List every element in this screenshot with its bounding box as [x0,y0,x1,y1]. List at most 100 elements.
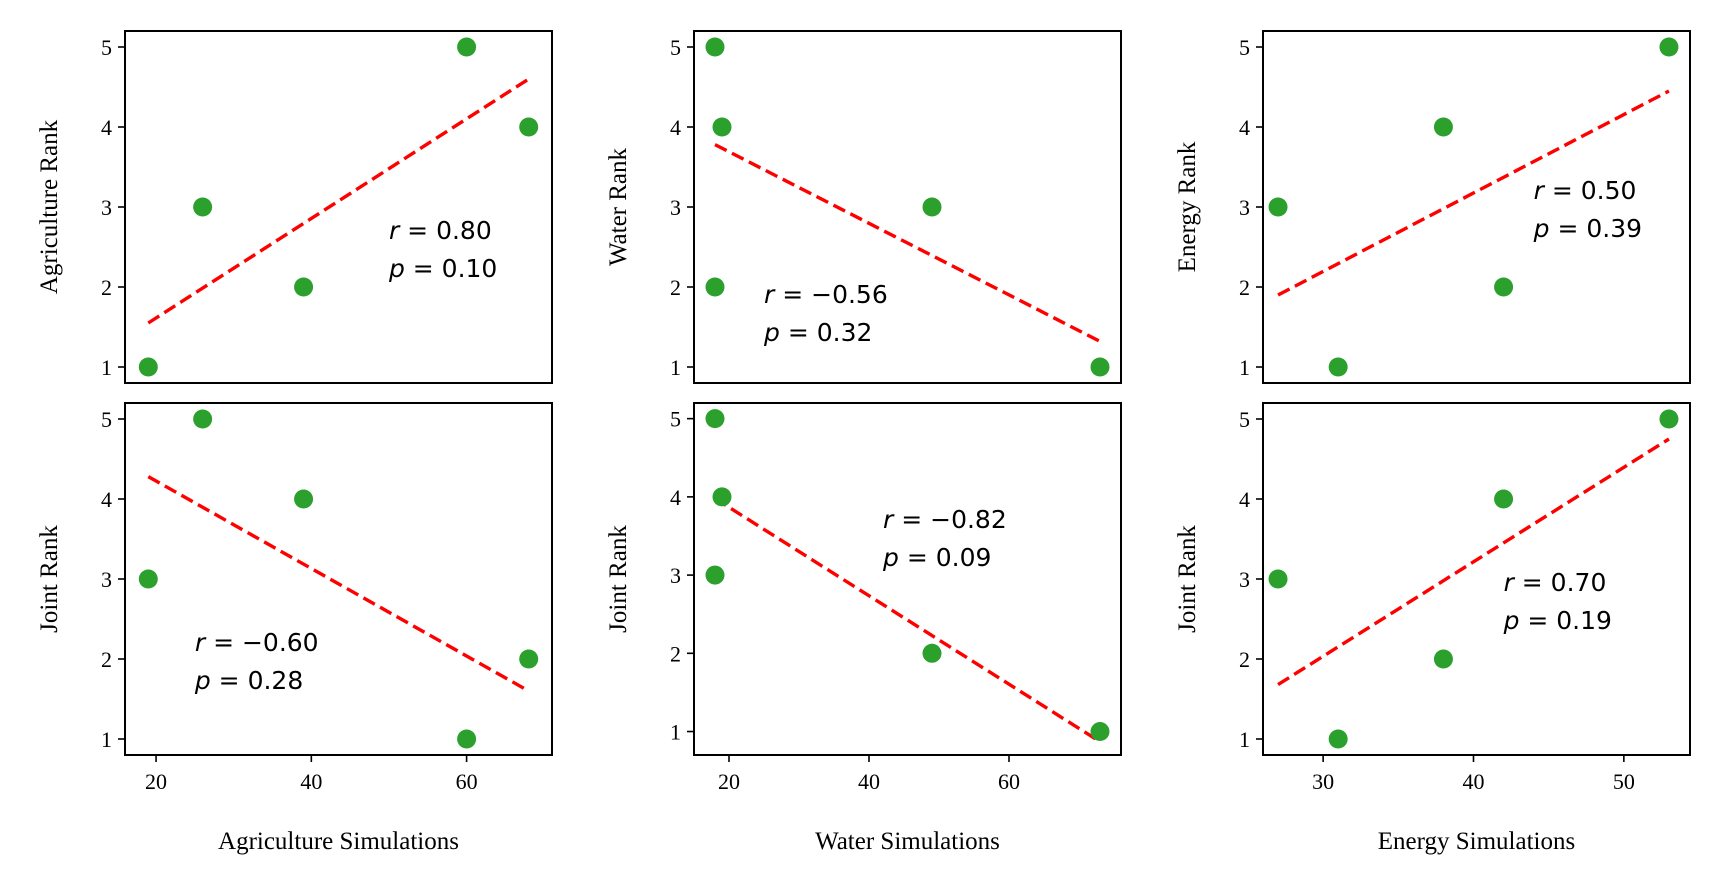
data-point [922,643,942,663]
r-value: = 0.80 [399,216,492,245]
data-point [519,649,539,669]
data-point [193,409,213,429]
y-tick-label: 2 [101,647,112,672]
p-value-label: p = 0.28 [194,666,303,695]
p-value: = 0.28 [211,666,304,695]
panel-agri-joint: 1 2 3 4 5 20 40 60 Joint Rank Agriculture Simulat… [36,402,553,855]
data-point [1494,489,1514,509]
data-point [193,197,213,217]
y-tick-label: 4 [670,115,681,140]
x-tick-label: 60 [998,769,1020,794]
x-tick-label: 60 [456,769,478,794]
p-value-label: p = 0.09 [882,543,991,572]
x-axis-label: Energy Simulations [1378,828,1575,855]
data-point [1433,649,1453,669]
y-tick-label: 4 [101,115,112,140]
x-tick-label: 20 [718,769,740,794]
x-tick-label: 20 [145,769,167,794]
panel-water-rank: 1 2 3 4 5 Water Rank r = −0.56 p = 0.32 [605,30,1122,384]
regression-line [714,496,1101,744]
r-symbol: r [195,628,207,657]
data-point [705,277,725,297]
data-point [1659,409,1679,429]
x-tick-label: 50 [1613,769,1635,794]
y-tick-label: 5 [1239,407,1250,432]
panel-energy-rank: 1 2 3 4 5 Energy Rank r = 0.50 p = 0.39 [1174,30,1691,384]
x-tick-label: 40 [1462,769,1484,794]
y-tick-label: 2 [670,641,681,666]
p-value-label: p = 0.32 [763,318,872,347]
r-symbol: r [1534,176,1546,205]
y-tick-label: 1 [1239,355,1250,380]
r-value: = 0.70 [1514,568,1607,597]
x-tick-label: 40 [858,769,880,794]
plot-frame [1262,402,1691,756]
p-value: = 0.19 [1519,606,1612,635]
data-point [712,487,732,507]
y-tick-label: 5 [101,407,112,432]
r-symbol: r [764,280,776,309]
r-value: = −0.60 [205,628,318,657]
r-symbol: r [1504,568,1516,597]
data-point [1090,357,1110,377]
p-symbol: p [763,318,780,347]
p-value: = 0.10 [405,254,498,283]
p-symbol: p [1533,214,1550,243]
regression-line [147,475,530,693]
y-tick-label: 1 [670,720,681,745]
y-tick-label: 1 [1239,727,1250,752]
x-tick-label: 30 [1312,769,1334,794]
y-tick-label: 2 [101,275,112,300]
plot-frame [124,30,553,384]
y-tick-label: 3 [670,195,681,220]
data-point [1328,729,1348,749]
data-point [294,277,314,297]
p-symbol: p [388,254,405,283]
p-value: = 0.32 [780,318,873,347]
y-tick-label: 2 [1239,275,1250,300]
r-symbol: r [389,216,401,245]
regression-line [714,143,1101,343]
r-symbol: r [883,505,895,534]
data-point [1328,357,1348,377]
p-symbol: p [882,543,899,572]
data-point [457,37,477,57]
y-tick-label: 2 [670,275,681,300]
p-value: = 0.39 [1550,214,1643,243]
x-axis-label: Agriculture Simulations [218,828,459,855]
p-value-label: p = 0.39 [1533,214,1642,243]
data-point [1268,569,1288,589]
y-tick-label: 5 [101,35,112,60]
data-point [519,117,539,137]
y-tick-label: 4 [101,487,112,512]
y-tick-label: 3 [101,567,112,592]
r-value-label: r = −0.60 [195,628,319,657]
y-tick-label: 3 [1239,567,1250,592]
data-point [1268,197,1288,217]
y-axis-label: Joint Rank [605,525,632,633]
y-axis-label: Joint Rank [1174,525,1201,633]
data-point [1433,117,1453,137]
r-value: = −0.82 [893,505,1006,534]
panel-energy-joint: 1 2 3 4 5 30 40 50 Joint Rank Energy Simulations r… [1174,402,1691,855]
y-tick-label: 5 [1239,35,1250,60]
data-point [705,565,725,585]
panel-water-joint: 1 2 3 4 5 20 40 60 Joint Rank Water Simulations r … [605,402,1122,855]
plot-frame [693,30,1122,384]
plot-frame [693,402,1122,756]
y-tick-label: 1 [670,355,681,380]
data-point [138,357,158,377]
y-tick-label: 3 [670,563,681,588]
r-value-label: r = 0.50 [1534,176,1637,205]
y-tick-label: 5 [670,407,681,432]
r-value-label: r = −0.56 [764,280,888,309]
data-point [705,37,725,57]
data-point [294,489,314,509]
plot-frame [124,402,553,756]
y-tick-label: 2 [1239,647,1250,672]
x-axis-label: Water Simulations [815,828,1000,855]
y-axis-label: Joint Rank [36,525,63,633]
plot-frame [1262,30,1691,384]
x-tick-label: 40 [300,769,322,794]
y-axis-label: Agriculture Rank [36,119,63,294]
